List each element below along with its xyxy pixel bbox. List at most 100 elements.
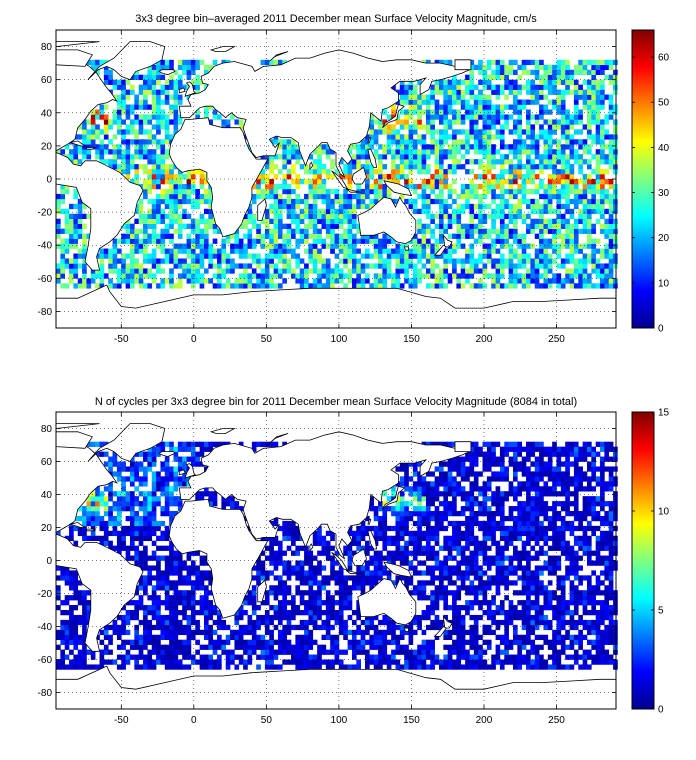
heatmap-cell	[526, 605, 531, 611]
heatmap-cell	[273, 243, 279, 249]
heatmap-cell	[486, 169, 492, 175]
heatmap-cell	[486, 109, 492, 115]
heatmap-cell	[552, 634, 557, 640]
heatmap-cell	[591, 223, 596, 229]
heatmap-cell	[499, 134, 505, 140]
heatmap-cell	[456, 89, 462, 95]
heatmap-cell	[64, 595, 70, 601]
heatmap-cell	[103, 74, 109, 80]
heatmap-cell	[526, 629, 531, 636]
heatmap-cell	[386, 624, 392, 631]
heatmap-cell	[552, 243, 557, 249]
heatmap-cell	[295, 193, 301, 200]
heatmap-cell	[495, 610, 501, 616]
heatmap-cell	[177, 263, 183, 269]
heatmap-cell	[347, 174, 353, 180]
heatmap-cell	[491, 228, 496, 234]
heatmap-cell	[399, 253, 405, 259]
heatmap-cell	[164, 164, 170, 170]
heatmap-cell	[434, 79, 440, 85]
heatmap-cell	[482, 183, 488, 190]
heatmap-cell	[439, 89, 444, 95]
heatmap-cell	[112, 79, 118, 85]
heatmap-cell	[456, 634, 462, 640]
heatmap-cell	[277, 644, 283, 650]
heatmap-cell	[177, 610, 183, 616]
heatmap-cell	[247, 590, 253, 596]
heatmap-cell	[508, 610, 514, 616]
heatmap-cell	[382, 649, 388, 655]
heatmap-cell	[286, 154, 292, 160]
heatmap-cell	[121, 154, 126, 160]
heatmap-cell	[456, 595, 462, 601]
heatmap-cell	[177, 174, 183, 180]
heatmap-cell	[82, 263, 87, 269]
heatmap-cell	[591, 188, 596, 195]
heatmap-cell	[347, 605, 353, 611]
heatmap-cell	[116, 129, 122, 135]
heatmap-cell	[378, 238, 383, 244]
heatmap-cell	[173, 580, 179, 586]
heatmap-cell	[517, 89, 522, 95]
heatmap-cell	[447, 629, 453, 636]
heatmap-cell	[586, 89, 592, 95]
heatmap-cell	[465, 79, 470, 85]
heatmap-cell	[164, 139, 170, 145]
heatmap-cell	[351, 664, 357, 670]
heatmap-cell	[147, 139, 153, 145]
heatmap-cell	[238, 610, 244, 616]
heatmap-cell	[486, 664, 492, 670]
heatmap-cell	[417, 228, 422, 234]
heatmap-cell	[543, 263, 549, 269]
heatmap-cell	[530, 69, 536, 75]
heatmap-cell	[116, 283, 122, 289]
heatmap-cell	[369, 580, 375, 586]
heatmap-cell	[430, 664, 435, 670]
heatmap-cell	[195, 629, 200, 636]
heatmap-cell	[199, 243, 205, 249]
heatmap-cell	[238, 223, 244, 229]
heatmap-cell	[256, 664, 261, 670]
heatmap-cell	[391, 179, 396, 185]
heatmap-cell	[573, 263, 579, 269]
heatmap-cell	[121, 238, 126, 244]
heatmap-cell	[508, 129, 514, 135]
heatmap-cell	[338, 273, 344, 279]
heatmap-cell	[412, 253, 418, 259]
heatmap-cell	[586, 238, 592, 244]
heatmap-cell	[330, 248, 335, 254]
heatmap-cell	[504, 94, 509, 100]
heatmap-cell	[543, 258, 549, 264]
heatmap-cell	[586, 134, 592, 140]
heatmap-cell	[212, 253, 218, 259]
heatmap-cell	[560, 114, 566, 120]
heatmap-cell	[77, 664, 83, 670]
heatmap-cell	[199, 253, 205, 259]
heatmap-cell	[160, 154, 166, 160]
heatmap-cell	[543, 193, 549, 200]
heatmap-cell	[312, 654, 318, 660]
heatmap-cell	[469, 159, 475, 165]
heatmap-cell	[286, 208, 292, 215]
heatmap-cell	[351, 634, 357, 640]
heatmap-cell	[182, 644, 187, 650]
heatmap-cell	[143, 614, 148, 621]
heatmap-cell	[173, 619, 179, 626]
heatmap-cell	[291, 203, 296, 210]
heatmap-cell	[129, 139, 135, 145]
heatmap-cell	[443, 629, 449, 636]
heatmap-cell	[169, 600, 174, 606]
heatmap-cell	[547, 89, 553, 95]
heatmap-cell	[143, 580, 148, 586]
heatmap-cell	[478, 253, 483, 259]
heatmap-cell	[460, 129, 466, 135]
heatmap-cell	[156, 89, 161, 95]
heatmap-cell	[138, 104, 144, 110]
heatmap-cell	[199, 228, 205, 234]
heatmap-cell	[151, 164, 157, 170]
heatmap-cell	[565, 188, 570, 195]
heatmap-cell	[343, 629, 348, 636]
heatmap-cell	[582, 575, 588, 581]
heatmap-cell	[504, 203, 509, 210]
heatmap-cell	[434, 248, 440, 254]
